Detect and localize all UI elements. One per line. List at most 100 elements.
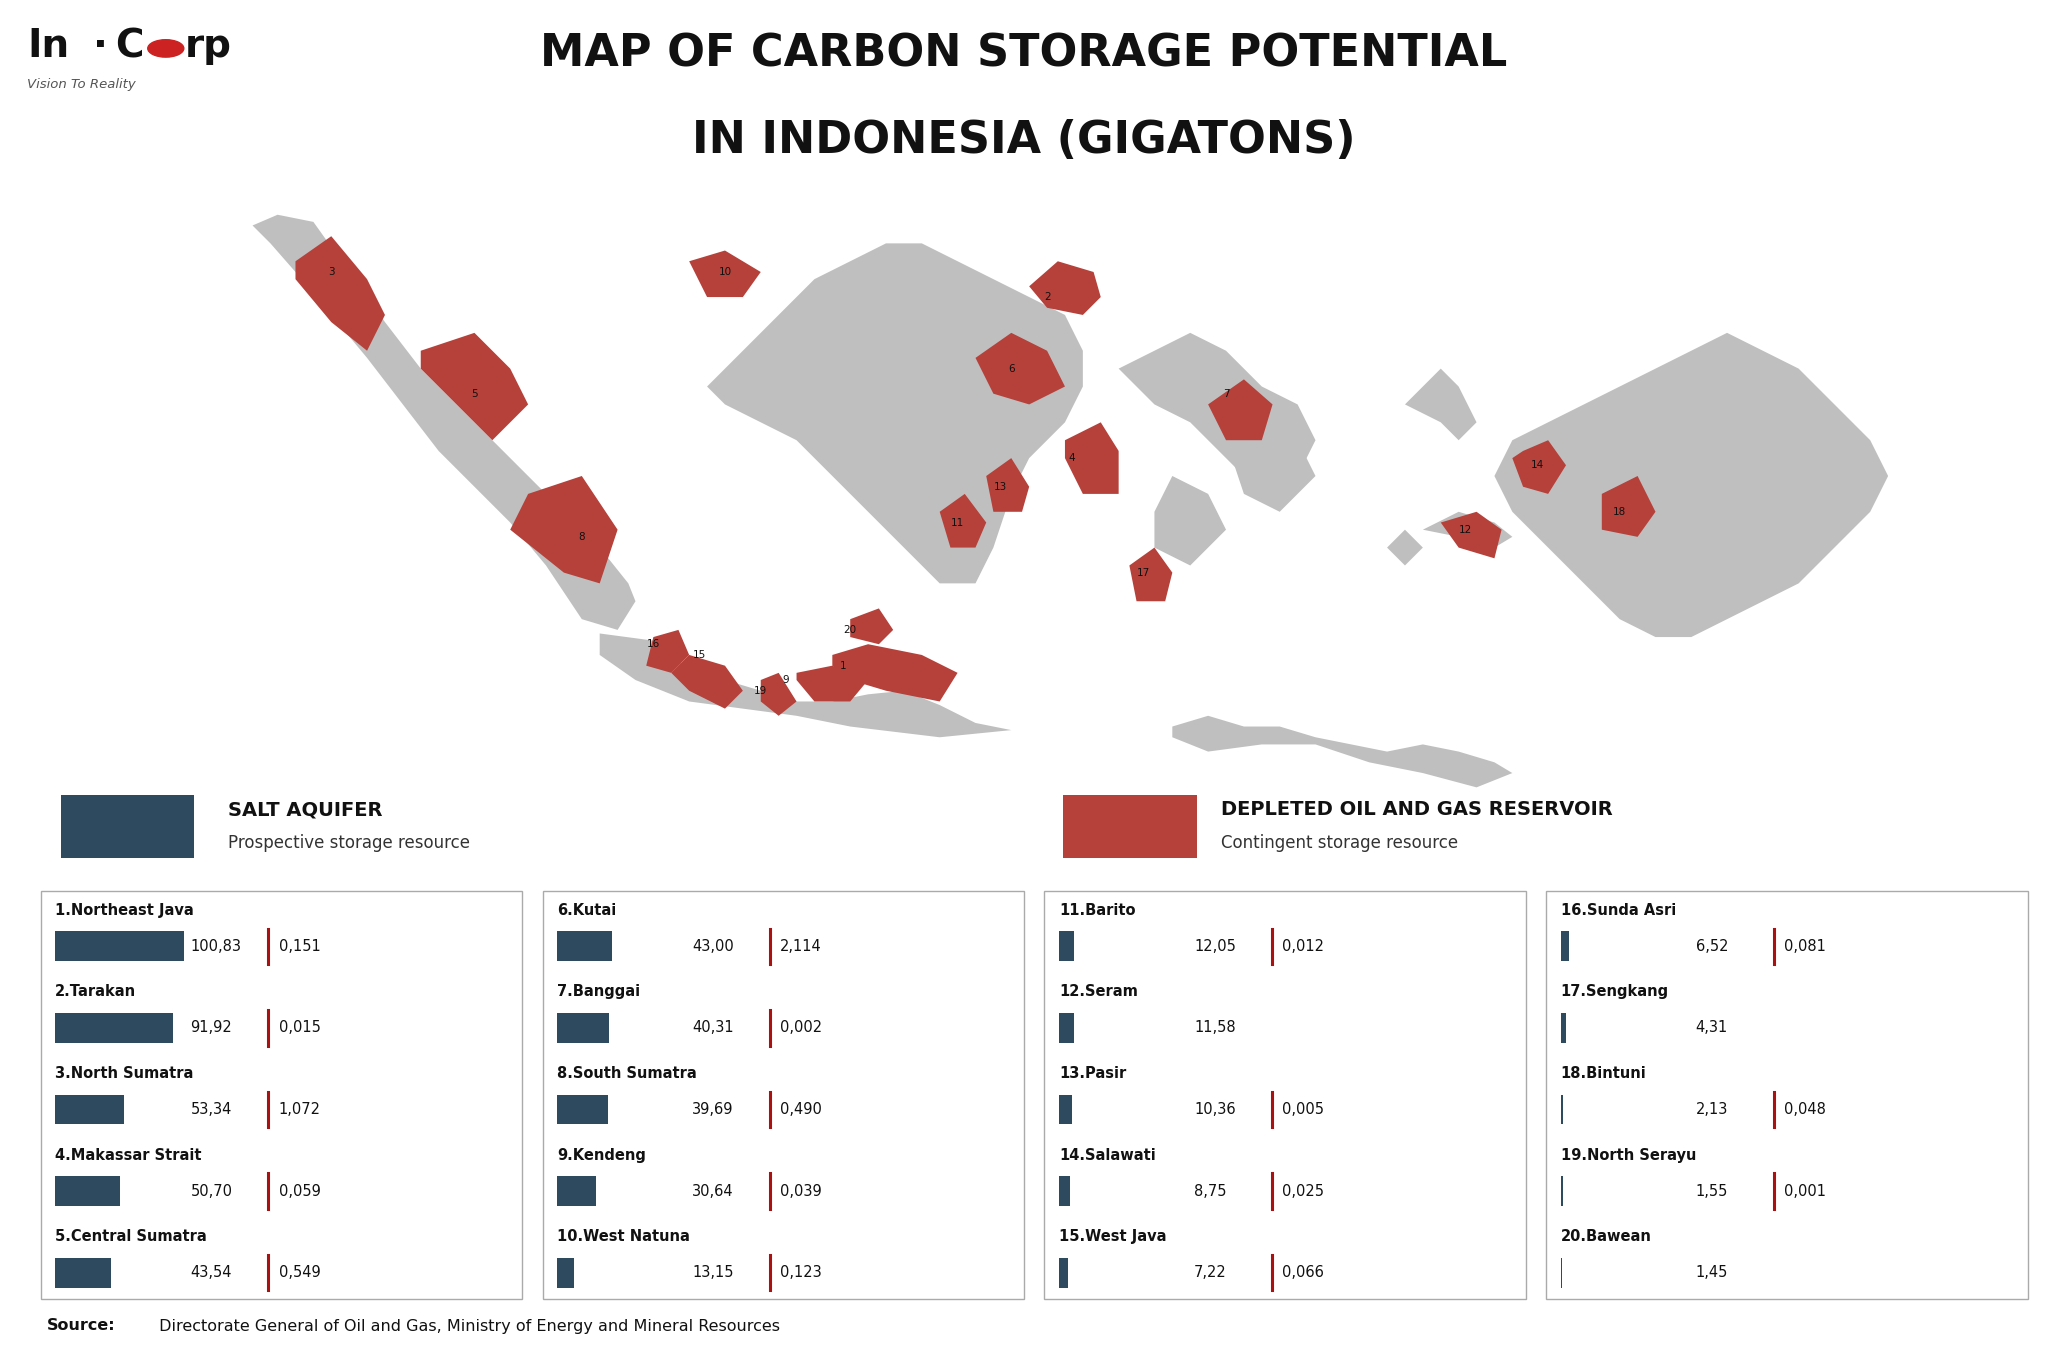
Text: 11,58: 11,58 [1194, 1020, 1235, 1035]
FancyBboxPatch shape [1561, 932, 1569, 962]
Text: 91,92: 91,92 [190, 1020, 231, 1035]
FancyBboxPatch shape [1561, 1095, 1563, 1125]
Text: 30,64: 30,64 [692, 1183, 733, 1198]
Text: 10: 10 [719, 267, 731, 277]
Text: 2.Tarakan: 2.Tarakan [55, 985, 137, 1000]
Text: 11: 11 [950, 518, 965, 528]
Text: 0,015: 0,015 [279, 1020, 319, 1035]
Text: 0,005: 0,005 [1282, 1102, 1325, 1117]
Text: 100,83: 100,83 [190, 938, 242, 953]
Text: 39,69: 39,69 [692, 1102, 733, 1117]
Polygon shape [975, 333, 1065, 404]
FancyBboxPatch shape [557, 932, 612, 962]
Text: 1.Northeast Java: 1.Northeast Java [55, 903, 195, 918]
Polygon shape [1511, 441, 1567, 494]
Polygon shape [1602, 476, 1655, 537]
Polygon shape [1065, 423, 1118, 494]
Text: 20: 20 [844, 624, 856, 635]
Text: 16.Sunda Asri: 16.Sunda Asri [1561, 903, 1675, 918]
Text: 10,36: 10,36 [1194, 1102, 1235, 1117]
FancyBboxPatch shape [1561, 1013, 1567, 1043]
FancyBboxPatch shape [55, 1176, 121, 1206]
Text: 12.Seram: 12.Seram [1059, 985, 1139, 1000]
FancyBboxPatch shape [55, 1095, 123, 1125]
Text: 2,114: 2,114 [780, 938, 821, 953]
Text: 4,31: 4,31 [1696, 1020, 1729, 1035]
Circle shape [147, 39, 184, 57]
Text: 0,081: 0,081 [1784, 938, 1825, 953]
FancyBboxPatch shape [543, 891, 1024, 1299]
Text: 0,059: 0,059 [279, 1183, 319, 1198]
FancyBboxPatch shape [61, 794, 195, 858]
Text: 8: 8 [578, 532, 586, 541]
Text: In: In [27, 27, 70, 65]
Text: 8.South Sumatra: 8.South Sumatra [557, 1066, 696, 1081]
Text: 8,75: 8,75 [1194, 1183, 1227, 1198]
Polygon shape [707, 243, 1083, 583]
Text: 18: 18 [1614, 507, 1626, 517]
Polygon shape [940, 494, 987, 548]
Text: 0,039: 0,039 [780, 1183, 821, 1198]
Polygon shape [252, 215, 635, 630]
Text: 1,072: 1,072 [279, 1102, 322, 1117]
FancyBboxPatch shape [41, 891, 522, 1299]
Text: Directorate General of Oil and Gas, Ministry of Energy and Mineral Resources: Directorate General of Oil and Gas, Mini… [154, 1318, 780, 1334]
FancyBboxPatch shape [1059, 1176, 1069, 1206]
FancyBboxPatch shape [1546, 891, 2028, 1299]
FancyBboxPatch shape [1044, 891, 1526, 1299]
Text: 10.West Natuna: 10.West Natuna [557, 1229, 690, 1244]
Text: IN INDONESIA (GIGATONS): IN INDONESIA (GIGATONS) [692, 120, 1356, 162]
Polygon shape [1155, 476, 1227, 566]
Text: 19: 19 [754, 685, 768, 696]
Text: C: C [115, 27, 143, 65]
Text: 13: 13 [993, 481, 1008, 492]
Polygon shape [1227, 423, 1315, 511]
Text: 7,22: 7,22 [1194, 1265, 1227, 1280]
Text: 4.Makassar Strait: 4.Makassar Strait [55, 1148, 203, 1163]
FancyBboxPatch shape [1063, 794, 1196, 858]
Text: rp: rp [184, 27, 231, 65]
Polygon shape [672, 656, 743, 709]
Text: 4: 4 [1069, 453, 1075, 464]
Polygon shape [1405, 369, 1477, 441]
Text: 0,490: 0,490 [780, 1102, 821, 1117]
Polygon shape [850, 608, 893, 645]
Text: MAP OF CARBON STORAGE POTENTIAL: MAP OF CARBON STORAGE POTENTIAL [541, 33, 1507, 76]
Text: 7.Banggai: 7.Banggai [557, 985, 641, 1000]
Text: Contingent storage resource: Contingent storage resource [1221, 834, 1458, 851]
Text: 6,52: 6,52 [1696, 938, 1729, 953]
Text: 12,05: 12,05 [1194, 938, 1235, 953]
Text: 2: 2 [1044, 292, 1051, 302]
Text: 9.Kendeng: 9.Kendeng [557, 1148, 645, 1163]
Text: 6.Kutai: 6.Kutai [557, 903, 616, 918]
Polygon shape [1423, 511, 1511, 548]
FancyBboxPatch shape [1059, 932, 1075, 962]
Text: 6: 6 [1008, 363, 1014, 374]
FancyBboxPatch shape [1059, 1258, 1069, 1288]
Text: 0,549: 0,549 [279, 1265, 319, 1280]
Text: 3: 3 [328, 267, 334, 277]
Text: 40,31: 40,31 [692, 1020, 733, 1035]
Polygon shape [1495, 333, 1888, 636]
Text: 2,13: 2,13 [1696, 1102, 1729, 1117]
Polygon shape [647, 630, 690, 673]
Text: 53,34: 53,34 [190, 1102, 231, 1117]
Polygon shape [295, 237, 385, 351]
Text: 15: 15 [694, 650, 707, 660]
Text: 0,012: 0,012 [1282, 938, 1325, 953]
Text: 0,048: 0,048 [1784, 1102, 1825, 1117]
Text: Source:: Source: [47, 1318, 117, 1334]
Text: 0,151: 0,151 [279, 938, 319, 953]
Text: 1,55: 1,55 [1696, 1183, 1729, 1198]
Text: 43,00: 43,00 [692, 938, 733, 953]
Text: 5.Central Sumatra: 5.Central Sumatra [55, 1229, 207, 1244]
Text: 5: 5 [471, 389, 477, 398]
Polygon shape [1118, 333, 1315, 494]
Text: 1: 1 [840, 661, 846, 670]
FancyBboxPatch shape [557, 1258, 573, 1288]
Text: 12: 12 [1458, 525, 1473, 534]
Text: 17: 17 [1137, 567, 1151, 578]
Text: 0,002: 0,002 [780, 1020, 823, 1035]
Text: 20.Bawean: 20.Bawean [1561, 1229, 1651, 1244]
Text: 11.Barito: 11.Barito [1059, 903, 1135, 918]
